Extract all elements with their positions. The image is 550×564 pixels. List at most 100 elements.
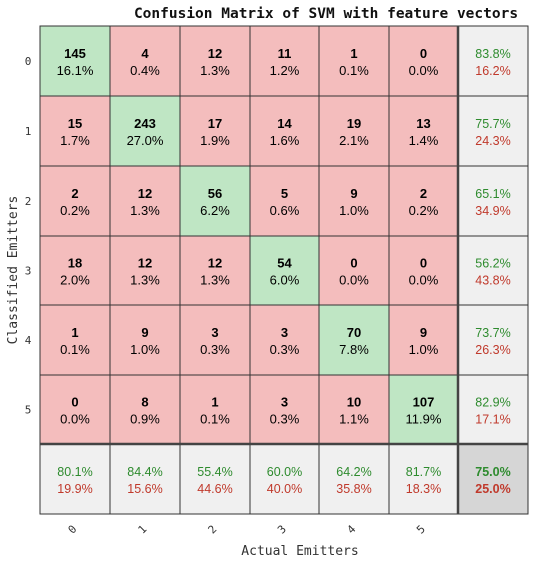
matrix-cells: 14516.1%40.4%121.3%111.2%10.1%00.0%151.7…: [39, 25, 529, 515]
col-recall: 84.4%: [127, 465, 162, 479]
x-tick-label: 4: [345, 522, 359, 536]
y-tick-label: 3: [25, 265, 32, 278]
summary-cell-bg: [457, 235, 529, 306]
cell-count: 13: [416, 116, 430, 131]
matrix-cell: 145 16.1%: [39, 25, 111, 97]
cell-percent: 1.4%: [409, 133, 439, 148]
cell-percent: 0.0%: [409, 63, 439, 78]
cell-percent: 6.2%: [200, 203, 230, 218]
cell-percent: 16.1%: [57, 63, 94, 78]
cell-percent: 0.1%: [60, 342, 90, 357]
cell-count: 70: [347, 325, 361, 340]
row-summary-cell: 65.1% 34.9%: [457, 165, 529, 237]
col-error: 18.3%: [406, 482, 441, 496]
col-summary-cell: 84.4% 15.6%: [109, 443, 181, 515]
col-recall: 64.2%: [336, 465, 371, 479]
col-summary-cell: 55.4% 44.6%: [179, 443, 251, 515]
cell-count: 2: [420, 186, 427, 201]
row-error: 43.8%: [475, 274, 510, 288]
incorrect-cell-bg: [179, 25, 251, 97]
incorrect-cell-bg: [39, 235, 111, 306]
summary-cell-bg: [109, 443, 181, 515]
matrix-cell: 18 2.0%: [39, 235, 111, 306]
cell-count: 5: [281, 186, 288, 201]
cell-percent: 2.1%: [339, 133, 369, 148]
matrix-cell: 56 6.2%: [179, 165, 251, 237]
matrix-cell: 1 0.1%: [318, 25, 390, 97]
cell-percent: 7.8%: [339, 342, 369, 357]
cell-percent: 1.0%: [130, 342, 160, 357]
matrix-cell: 15 1.7%: [39, 95, 111, 167]
overall-accuracy: 75.0%: [475, 465, 510, 479]
cell-count: 1: [211, 395, 218, 410]
cell-percent: 0.4%: [130, 63, 160, 78]
y-tick-label: 4: [25, 334, 32, 347]
incorrect-cell-bg: [249, 95, 320, 167]
row-precision: 56.2%: [475, 257, 510, 271]
matrix-cell: 9 1.0%: [109, 304, 181, 376]
cell-count: 9: [420, 325, 427, 340]
cell-percent: 1.0%: [409, 342, 439, 357]
correct-cell-bg: [249, 235, 320, 306]
cell-count: 18: [68, 256, 82, 271]
cell-percent: 0.1%: [200, 412, 230, 427]
cell-percent: 1.0%: [339, 203, 369, 218]
matrix-cell: 0 0.0%: [318, 235, 390, 306]
correct-cell-bg: [39, 25, 111, 97]
matrix-cell: 3 0.3%: [179, 304, 251, 376]
incorrect-cell-bg: [109, 304, 181, 376]
matrix-cell: 2 0.2%: [39, 165, 111, 237]
row-precision: 73.7%: [475, 326, 510, 340]
row-error: 17.1%: [475, 413, 510, 427]
col-summary-cell: 81.7% 18.3%: [388, 443, 459, 515]
cell-percent: 0.2%: [409, 203, 439, 218]
incorrect-cell-bg: [388, 235, 459, 306]
row-error: 26.3%: [475, 343, 510, 357]
incorrect-cell-bg: [109, 165, 181, 237]
x-tick-label: 2: [206, 523, 220, 537]
matrix-cell: 0 0.0%: [39, 374, 111, 445]
matrix-cell: 243 27.0%: [109, 95, 181, 167]
incorrect-cell-bg: [318, 25, 390, 97]
col-recall: 81.7%: [406, 465, 441, 479]
cell-count: 0: [420, 46, 427, 61]
cell-count: 17: [208, 116, 222, 131]
row-error: 34.9%: [475, 204, 510, 218]
incorrect-cell-bg: [109, 235, 181, 306]
cell-count: 10: [347, 395, 361, 410]
cell-count: 15: [68, 116, 82, 131]
matrix-cell: 54 6.0%: [249, 235, 320, 306]
incorrect-cell-bg: [318, 95, 390, 167]
col-recall: 80.1%: [57, 465, 92, 479]
incorrect-cell-bg: [179, 304, 251, 376]
matrix-cell: 19 2.1%: [318, 95, 390, 167]
row-summary-cell: 83.8% 16.2%: [457, 25, 529, 97]
cell-count: 19: [347, 116, 361, 131]
incorrect-cell-bg: [39, 304, 111, 376]
cell-percent: 6.0%: [270, 273, 300, 288]
summary-cell-bg: [318, 443, 390, 515]
cell-count: 14: [277, 116, 292, 131]
matrix-cell: 17 1.9%: [179, 95, 251, 167]
cell-count: 56: [208, 186, 222, 201]
cell-count: 9: [141, 325, 148, 340]
matrix-cell: 9 1.0%: [388, 304, 459, 376]
summary-cell-bg: [39, 443, 111, 515]
col-recall: 60.0%: [267, 465, 302, 479]
incorrect-cell-bg: [388, 165, 459, 237]
cell-count: 8: [141, 395, 148, 410]
cell-count: 2: [71, 186, 78, 201]
incorrect-cell-bg: [249, 304, 320, 376]
row-precision: 83.8%: [475, 47, 510, 61]
incorrect-cell-bg: [388, 95, 459, 167]
x-tick-label: 1: [136, 523, 150, 537]
matrix-cell: 9 1.0%: [318, 165, 390, 237]
matrix-cell: 8 0.9%: [109, 374, 181, 445]
col-error: 19.9%: [57, 482, 92, 496]
col-summary-cell: 80.1% 19.9%: [39, 443, 111, 515]
cell-percent: 1.2%: [270, 63, 300, 78]
cell-percent: 1.3%: [200, 63, 230, 78]
cell-count: 0: [350, 256, 357, 271]
cell-count: 3: [211, 325, 218, 340]
summary-cell-bg: [457, 25, 529, 97]
